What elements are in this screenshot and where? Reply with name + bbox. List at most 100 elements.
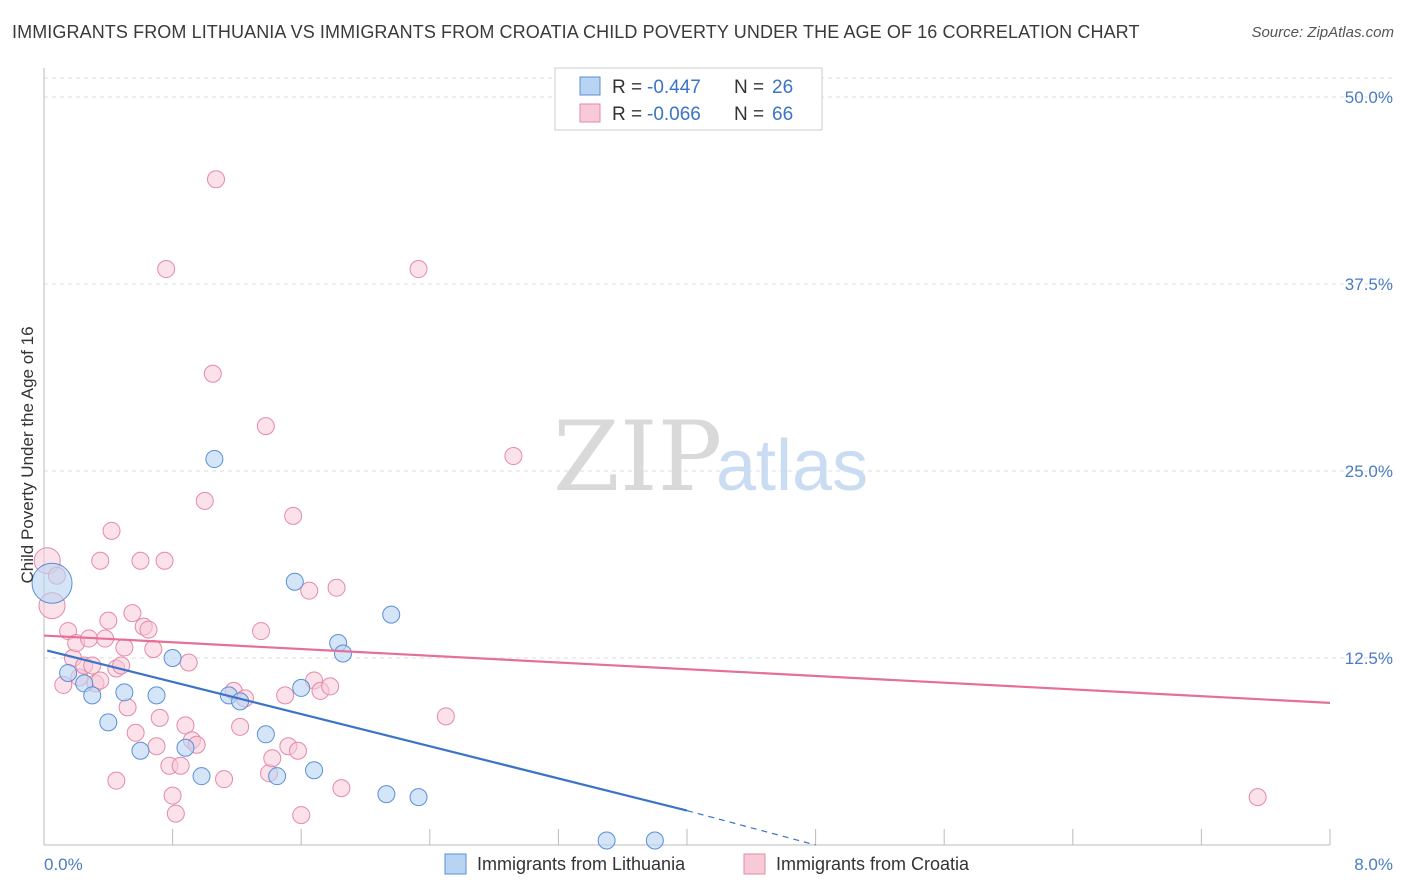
lithuania-point	[645, 831, 664, 850]
croatia-point	[284, 506, 303, 525]
croatia-point	[436, 707, 455, 726]
croatia-point	[163, 786, 182, 805]
lithuania-point	[285, 572, 304, 591]
legend-r-value-1: -0.447	[647, 77, 701, 98]
y-tick-label: 37.5%	[1345, 275, 1393, 294]
croatia-point	[231, 717, 250, 736]
croatia-point	[203, 364, 222, 383]
lithuania-point	[305, 761, 324, 780]
croatia-point	[91, 671, 110, 690]
legend-r-label-1: R =	[612, 77, 642, 98]
croatia-point	[115, 638, 134, 657]
croatia-point	[102, 521, 121, 540]
croatia-point	[171, 756, 190, 775]
y-axis-label: Child Poverty Under the Age of 16	[18, 326, 37, 583]
croatia-point	[155, 551, 174, 570]
x-tick-label-max: 8.0%	[1354, 855, 1393, 874]
lithuania-point	[292, 678, 311, 697]
y-tick-label: 50.0%	[1345, 88, 1393, 107]
bottom-legend: Immigrants from Lithuania Immigrants fro…	[444, 853, 970, 875]
lithuania-point	[163, 649, 182, 667]
croatia-point	[131, 551, 150, 570]
croatia-point	[215, 770, 234, 789]
trend-lines	[43, 634, 1331, 846]
croatia-point	[207, 170, 226, 189]
croatia-point	[179, 653, 198, 672]
croatia-point	[99, 611, 118, 630]
gridlines	[44, 77, 1392, 659]
lithuania-point	[147, 686, 166, 705]
bottom-legend-swatch-lithuania	[444, 853, 467, 875]
lithuania-trend-line	[46, 649, 688, 812]
croatia-point	[321, 677, 340, 696]
lithuania-point	[192, 767, 211, 786]
lithuania-point	[59, 663, 78, 682]
croatia-point	[195, 491, 214, 510]
croatia-point	[288, 741, 307, 760]
lithuania-point	[115, 683, 134, 702]
croatia-point	[263, 749, 282, 768]
chart-source: Source: ZipAtlas.com	[1251, 24, 1394, 41]
lithuania-point	[83, 686, 102, 705]
tick-labels: 12.5% 25.0% 37.5% 50.0% 0.0% 8.0%	[44, 88, 1393, 874]
legend-n-label-1: N =	[734, 77, 764, 98]
croatia-point	[1248, 788, 1267, 807]
lithuania-point	[205, 450, 224, 469]
croatia-point	[147, 737, 166, 756]
croatia-point	[139, 620, 158, 639]
croatia-point	[332, 779, 351, 798]
croatia-point	[126, 723, 145, 742]
lithuania-point	[333, 644, 352, 663]
bottom-legend-swatch-croatia	[743, 853, 766, 875]
chart-title: IMMIGRANTS FROM LITHUANIA VS IMMIGRANTS …	[12, 22, 1140, 42]
croatia-point	[327, 578, 346, 597]
croatia-point	[157, 260, 176, 279]
bottom-legend-label-croatia: Immigrants from Croatia	[776, 854, 970, 874]
legend-box: R = -0.447 N = 26 R = -0.066 N = 66	[554, 67, 823, 131]
bottom-legend-label-lithuania: Immigrants from Lithuania	[477, 854, 686, 874]
croatia-point	[256, 417, 275, 436]
legend-swatch-lithuania	[579, 76, 601, 96]
lithuania-point	[268, 767, 287, 786]
croatia-point	[300, 581, 319, 600]
croatia-point	[292, 806, 311, 825]
croatia-point	[504, 447, 523, 466]
lithuania-point	[377, 785, 396, 804]
lithuania-point	[131, 741, 150, 760]
croatia-point	[166, 804, 185, 823]
croatia-point	[144, 640, 163, 659]
legend-n-value-1: 26	[772, 77, 793, 98]
watermark: ZIP atlas	[553, 401, 868, 513]
legend-r-label-2: R =	[612, 104, 642, 125]
croatia-point	[276, 686, 295, 705]
axes	[43, 68, 1331, 846]
legend-r-value-2: -0.066	[647, 104, 701, 125]
legend-n-value-2: 66	[772, 104, 793, 125]
legend-swatch-croatia	[579, 103, 601, 123]
x-tick-label-min: 0.0%	[44, 855, 83, 874]
croatia-trend-line	[43, 634, 1331, 704]
watermark-atlas: atlas	[716, 426, 868, 506]
croatia-point	[409, 260, 428, 279]
croatia-point	[123, 604, 142, 623]
y-tick-label: 25.0%	[1345, 462, 1393, 481]
lithuania-points	[31, 450, 664, 850]
lithuania-point	[256, 725, 275, 744]
croatia-point	[107, 771, 126, 790]
lithuania-point	[409, 788, 428, 807]
lithuania-point	[176, 738, 195, 757]
lithuania-point	[382, 605, 401, 624]
croatia-point	[252, 622, 271, 641]
legend-n-label-2: N =	[734, 104, 764, 125]
watermark-zip: ZIP	[553, 401, 722, 513]
lithuania-trend-extension	[686, 810, 816, 846]
y-tick-label: 12.5%	[1345, 649, 1393, 668]
lithuania-point	[99, 713, 118, 732]
lithuania-point	[597, 831, 616, 850]
croatia-point	[91, 551, 110, 570]
lithuania-point	[31, 562, 73, 604]
croatia-point	[118, 698, 137, 717]
croatia-point	[150, 708, 169, 727]
croatia-point	[176, 716, 195, 735]
